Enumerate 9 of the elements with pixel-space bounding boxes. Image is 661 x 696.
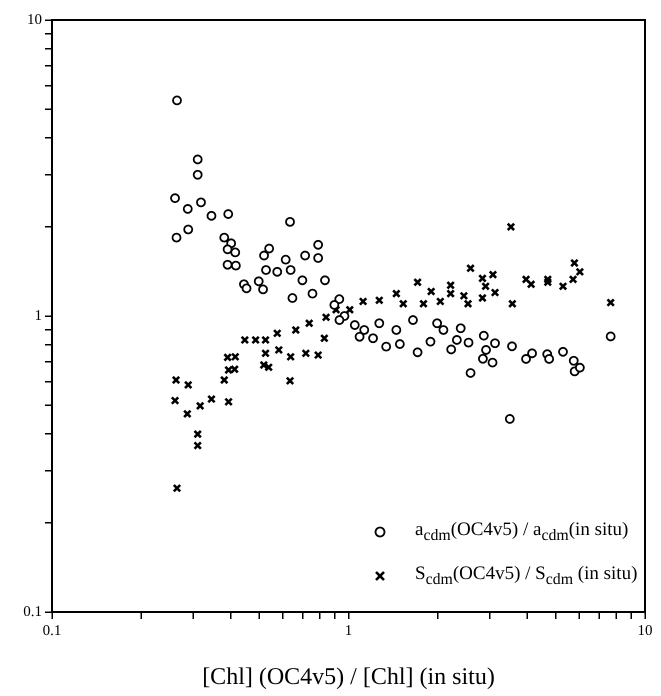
x-tick-label: 0.1 <box>42 622 62 639</box>
y-tick-label: 10 <box>27 12 42 28</box>
y-tick-label: 0.1 <box>23 604 42 620</box>
y-tick-label: 1 <box>34 308 42 324</box>
x-tick-label: 10 <box>638 622 652 639</box>
legend-label: S$_{cdm}$(OC4v5) / S$_{cdm}$ (in situ) <box>415 563 638 589</box>
x-tick-label: 1 <box>344 622 352 639</box>
x-axis-title: [Chl] (OC4v5) / [Chl] (in situ) <box>202 664 495 690</box>
legend-label: a$_{cdm}$(OC4v5) / a$_{cdm}$(in situ) <box>415 519 628 545</box>
